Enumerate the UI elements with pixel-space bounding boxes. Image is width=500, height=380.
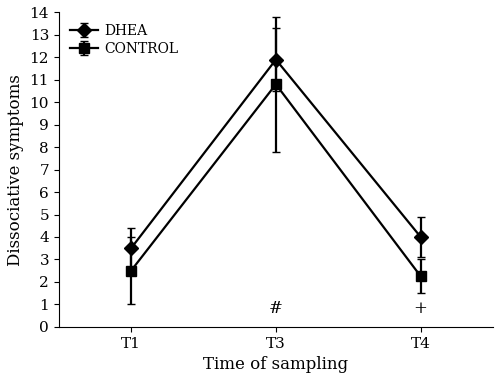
Y-axis label: Dissociative symptoms: Dissociative symptoms <box>7 74 24 266</box>
Legend: DHEA, CONTROL: DHEA, CONTROL <box>66 19 183 60</box>
Text: #: # <box>269 300 283 317</box>
Text: +: + <box>414 300 428 317</box>
X-axis label: Time of sampling: Time of sampling <box>204 356 348 373</box>
